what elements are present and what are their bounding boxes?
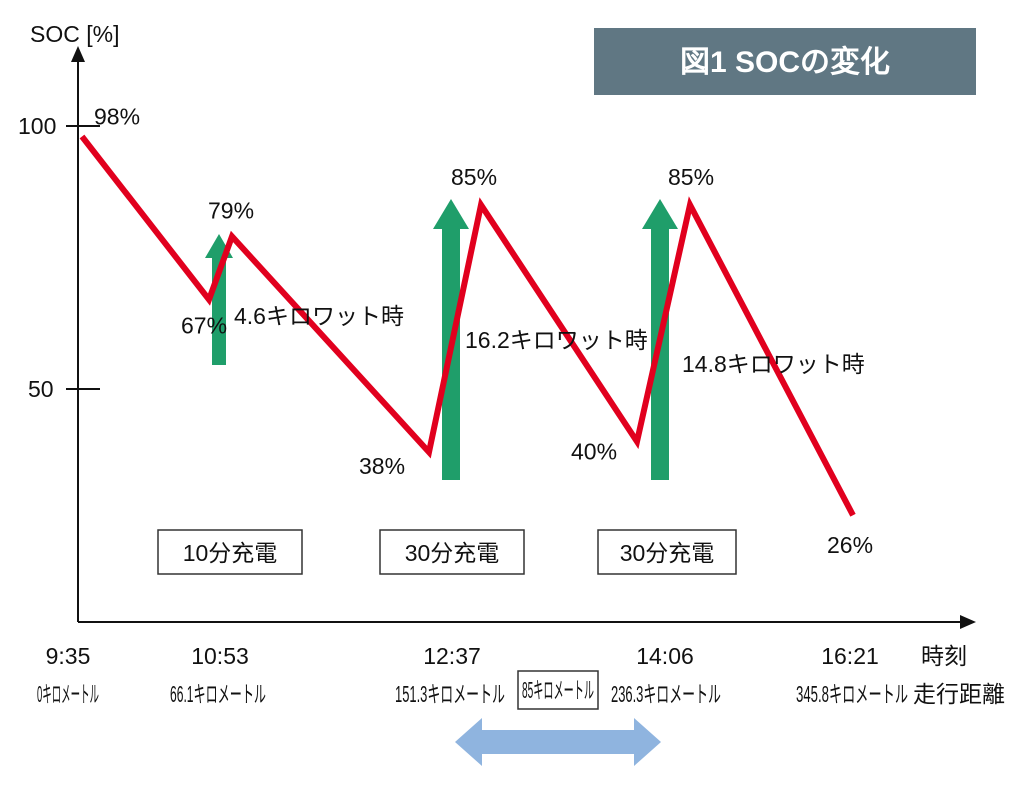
time-tick-label: 16:21 <box>821 643 879 669</box>
x-axis-label-distance: 走行距離 <box>913 681 1005 707</box>
charge-duration-boxes: 10分充電 30分充電 30分充電 <box>157 529 737 575</box>
y-axis-arrow-icon <box>71 46 85 62</box>
point-labels: 98% 67% 79% 38% 85% 40% 85% 26% <box>94 104 873 559</box>
charge-box <box>379 529 525 575</box>
time-tick-label: 9:35 <box>46 643 91 669</box>
time-tick-label: 12:37 <box>423 643 481 669</box>
distance-tick-label: 151.3キロメートル <box>395 681 505 707</box>
y-tick-50: 50 <box>28 376 54 402</box>
distance-tick-label: 236.3キロメートル <box>611 681 721 707</box>
title-banner <box>594 28 976 95</box>
distance-tick-label: 66.1キロメートル <box>170 681 266 707</box>
y-axis-label: SOC [%] <box>30 21 119 47</box>
charge-energy-label: 14.8キロワット時 <box>682 351 865 377</box>
point-label: 85% <box>668 164 714 190</box>
point-label: 98% <box>94 104 140 130</box>
point-label: 38% <box>359 453 405 479</box>
segment-distance: 85キロメートル <box>522 677 594 703</box>
time-tick-label: 10:53 <box>191 643 249 669</box>
y-tick-100: 100 <box>18 113 56 139</box>
point-label: 40% <box>571 439 617 465</box>
distance-tick-labels: 0キロメートル 66.1キロメートル 151.3キロメートル 236.3キロメートル 3… <box>37 681 908 707</box>
point-label: 85% <box>451 164 497 190</box>
charge-energy-labels: 4.6キロワット時 16.2キロワット時 14.8キロワット時 <box>234 303 865 377</box>
distance-tick-label: 345.8キロメートル <box>796 681 908 707</box>
span-double-arrow-icon <box>455 718 661 766</box>
time-tick-labels: 9:35 10:53 12:37 14:06 16:21 <box>46 643 879 669</box>
chart-title: 図1 SOCの変化 <box>680 45 890 79</box>
charge-box <box>157 529 303 575</box>
segment-distance-box <box>517 670 599 710</box>
time-tick-label: 14:06 <box>636 643 694 669</box>
point-label: 26% <box>827 532 873 558</box>
charge-arrow-icon <box>205 234 233 365</box>
charge-duration-label: 10分充電 <box>183 540 278 566</box>
x-axis-label-time: 時刻 <box>921 643 967 669</box>
charge-box <box>597 529 737 575</box>
charge-energy-label: 4.6キロワット時 <box>234 303 404 329</box>
charge-energy-label: 16.2キロワット時 <box>465 327 648 353</box>
charge-duration-label: 30分充電 <box>620 540 715 566</box>
point-label: 67% <box>181 313 227 339</box>
charge-duration-label: 30分充電 <box>405 540 500 566</box>
distance-tick-label: 0キロメートル <box>37 681 99 707</box>
point-label: 79% <box>208 197 254 223</box>
x-axis-arrow-icon <box>960 615 976 629</box>
soc-series-line <box>79 134 856 517</box>
